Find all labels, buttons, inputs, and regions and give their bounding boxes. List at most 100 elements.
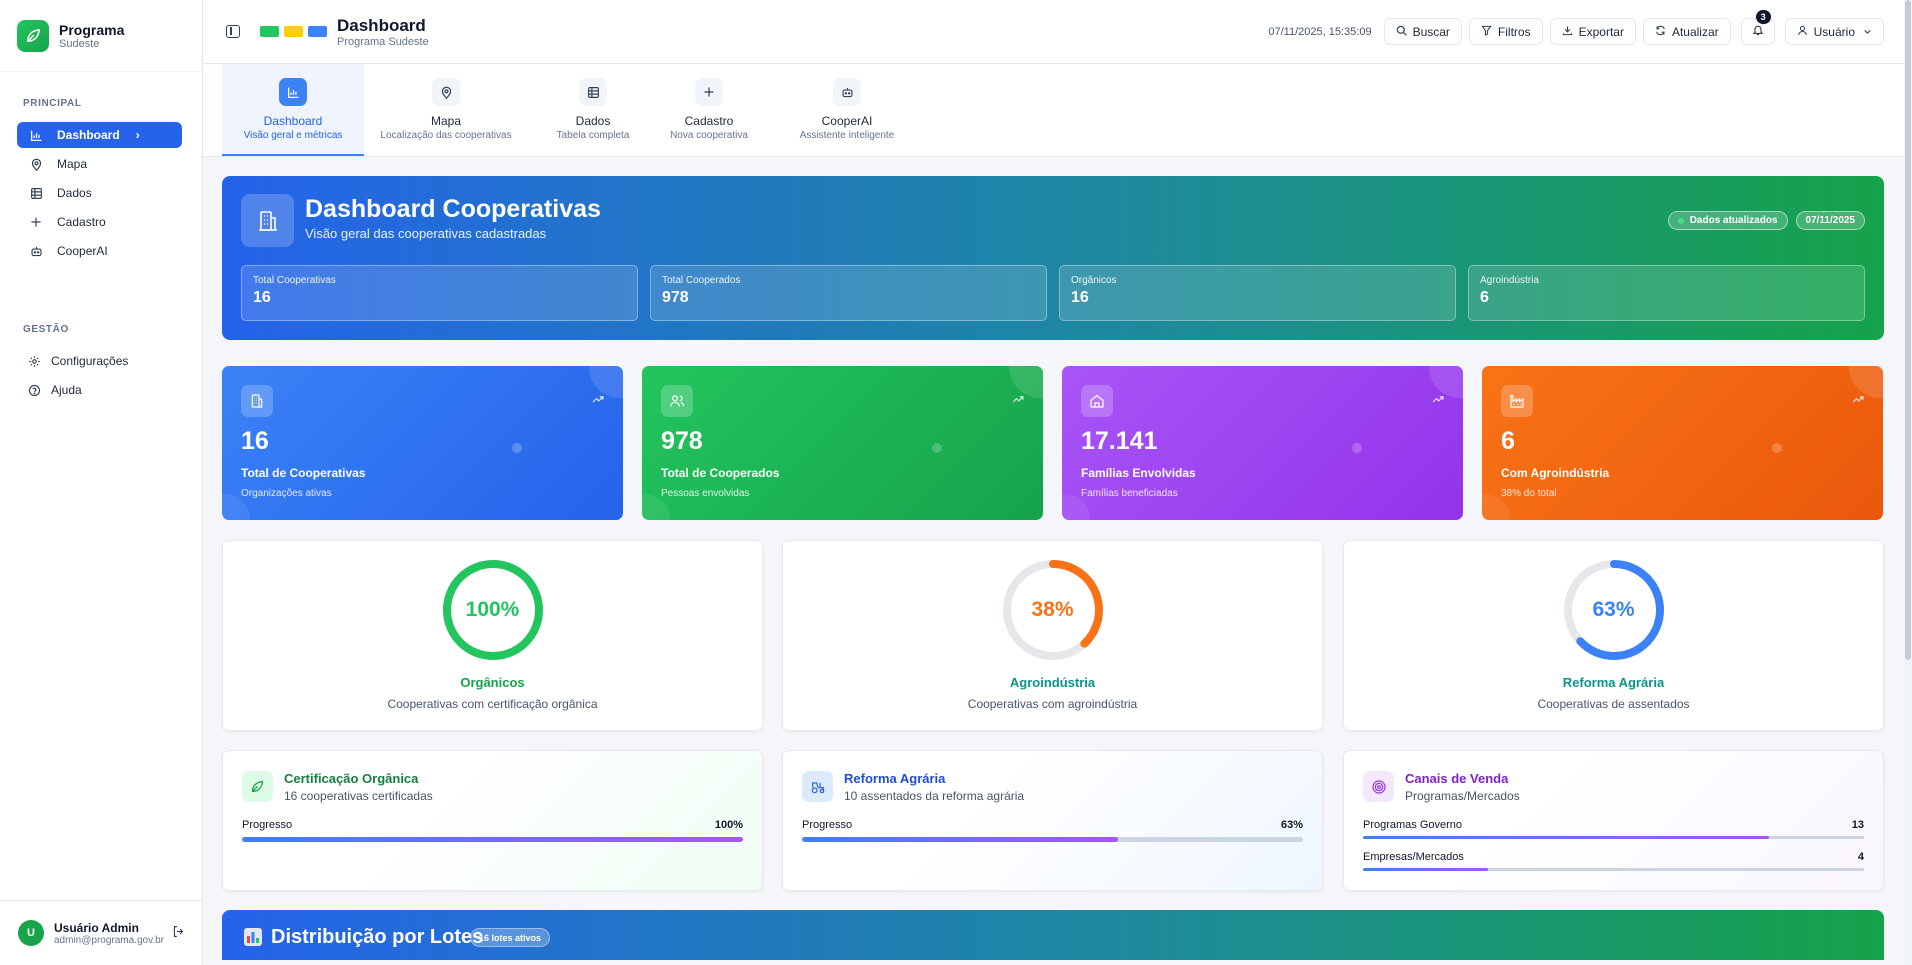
- download-icon: [1562, 25, 1573, 39]
- metric-label: Total de Cooperados: [661, 466, 780, 480]
- hero-stat-cooperados: Total Cooperados 978: [650, 265, 1047, 321]
- sidebar-item-configuracoes[interactable]: Configurações: [17, 348, 182, 374]
- progress-track: [242, 837, 743, 842]
- filters-button[interactable]: Filtros: [1468, 18, 1543, 45]
- sidebar-item-label: Ajuda: [51, 383, 82, 397]
- hero-subtitle: Visão geral das cooperativas cadastradas: [305, 226, 547, 241]
- metric-label: Famílias Envolvidas: [1081, 466, 1196, 480]
- flag-stripes: [260, 26, 327, 37]
- bot-icon: [833, 78, 861, 106]
- progress-track: [1363, 868, 1864, 871]
- filters-button-label: Filtros: [1497, 24, 1531, 39]
- target-icon: [1363, 771, 1394, 802]
- card-subtitle: Programas/Mercados: [1405, 789, 1520, 803]
- ring-percent: 63%: [1592, 598, 1635, 621]
- sidebar-item-dashboard[interactable]: Dashboard ›: [17, 122, 182, 148]
- tab-dados[interactable]: Dados Tabela completa: [543, 64, 643, 156]
- tab-label: Mapa: [430, 114, 462, 128]
- ring-card-agroindustria: 38% Agroindústria Cooperativas com agroi…: [782, 540, 1323, 731]
- metric-sublabel: Organizações ativas: [241, 488, 332, 499]
- metric-value: 978: [661, 427, 703, 455]
- scrollbar-thumb[interactable]: [1905, 0, 1911, 660]
- date-badge: 07/11/2025: [1795, 211, 1865, 230]
- lotes-section-header: Distribuição por Lotes 16 lotes ativos: [222, 910, 1884, 960]
- tab-cooperai[interactable]: CooperAI Assistente inteligente: [779, 64, 915, 156]
- progress-label: Progresso: [242, 819, 293, 831]
- user-icon: [1797, 25, 1808, 39]
- notifications-badge: 3: [1755, 10, 1771, 24]
- metric-sublabel: Pessoas envolvidas: [661, 488, 750, 499]
- sidebar-item-dados[interactable]: Dados: [17, 180, 182, 206]
- hero-title: Dashboard Cooperativas: [305, 195, 601, 223]
- chevron-right-icon: ›: [135, 128, 140, 142]
- leaf-logo-icon: [17, 19, 49, 52]
- progress-label: Progresso: [802, 819, 853, 831]
- hero-stat-agroindustria: Agroindústria 6: [1468, 265, 1865, 321]
- gestao-nav: Configurações Ajuda: [0, 348, 202, 403]
- notifications-button[interactable]: 3: [1740, 10, 1775, 45]
- logout-icon[interactable]: [172, 925, 185, 941]
- ring-subtitle: Cooperativas com certificação orgânica: [387, 697, 598, 711]
- tab-label: Dados: [575, 114, 611, 128]
- sidebar-item-label: Dashboard: [57, 128, 120, 142]
- plus-icon: [695, 78, 723, 106]
- progress-ring: 100%: [441, 558, 545, 662]
- metric-value: 17.141: [1081, 427, 1158, 455]
- tab-mapa[interactable]: Mapa Localização das cooperativas: [375, 64, 517, 156]
- progress-label: Empresas/Mercados: [1363, 851, 1464, 863]
- hero-stat-label: Orgânicos: [1071, 275, 1117, 286]
- map-pin-icon: [29, 157, 43, 171]
- tab-label: Dashboard: [263, 114, 323, 128]
- date-badge-text: 07/11/2025: [1805, 215, 1856, 226]
- user-menu-button[interactable]: Usuário: [1784, 18, 1884, 45]
- map-pin-icon: [432, 78, 460, 106]
- refresh-button-label: Atualizar: [1671, 24, 1719, 39]
- hero-stat-value: 16: [253, 289, 271, 306]
- sidebar-item-label: Cadastro: [57, 215, 106, 229]
- progress-row: Progresso 100%: [242, 819, 743, 842]
- card-title: Canais de Venda: [1405, 771, 1509, 786]
- ring-percent: 100%: [465, 598, 520, 621]
- hero-stat-label: Total Cooperados: [662, 275, 741, 286]
- search-button-label: Buscar: [1412, 24, 1450, 39]
- ring-title: Reforma Agrária: [1562, 675, 1665, 690]
- trending-up-icon: [1432, 393, 1444, 408]
- flag-blue: [308, 26, 327, 37]
- search-button[interactable]: Buscar: [1383, 18, 1462, 45]
- brand: Programa Sudeste: [0, 0, 202, 72]
- sidebar-toggle-icon[interactable]: [226, 25, 240, 38]
- metric-card-cooperados: 978 Total de Cooperados Pessoas envolvid…: [642, 366, 1043, 520]
- plus-icon: [29, 215, 43, 229]
- user-name: Usuário Admin: [54, 920, 139, 935]
- sidebar-item-ajuda[interactable]: Ajuda: [17, 377, 182, 403]
- progress-fill: [1363, 868, 1489, 871]
- tab-sublabel: Nova cooperativa: [670, 130, 748, 141]
- scrollbar[interactable]: [1904, 0, 1912, 965]
- tab-label: Cadastro: [684, 114, 734, 128]
- card-subtitle: 10 assentados da reforma agrária: [844, 789, 1025, 803]
- refresh-button[interactable]: Atualizar: [1642, 18, 1731, 45]
- export-button[interactable]: Exportar: [1549, 18, 1636, 45]
- user-email: admin@programa.gov.br: [54, 934, 165, 946]
- tab-dashboard[interactable]: Dashboard Visão geral e métricas: [222, 64, 364, 156]
- page-title: Dashboard: [337, 15, 426, 35]
- metric-value: 6: [1501, 427, 1515, 455]
- progress-value: 63%: [1280, 819, 1303, 831]
- hero-stat-label: Agroindústria: [1480, 275, 1539, 286]
- sidebar-item-cadastro[interactable]: Cadastro: [17, 209, 182, 235]
- sidebar-item-label: CooperAI: [57, 244, 108, 258]
- progress-row: Programas Governo 13: [1363, 819, 1864, 839]
- ring-subtitle: Cooperativas com agroindústria: [967, 697, 1138, 711]
- metric-card-cooperativas: 16 Total de Cooperativas Organizações at…: [222, 366, 623, 520]
- sidebar-item-cooperai[interactable]: CooperAI: [17, 238, 182, 264]
- tab-cadastro[interactable]: Cadastro Nova cooperativa: [655, 64, 763, 156]
- search-icon: [1396, 25, 1407, 39]
- tab-label: CooperAI: [821, 114, 873, 128]
- card-certificacao-organica: Certificação Orgânica 16 cooperativas ce…: [222, 750, 763, 891]
- hero-stat-value: 16: [1071, 289, 1089, 306]
- sidebar-item-mapa[interactable]: Mapa: [17, 151, 182, 177]
- ring-card-organicos: 100% Orgânicos Cooperativas com certific…: [222, 540, 763, 731]
- section-label-gestao: GESTÃO: [23, 324, 69, 335]
- brand-subtitle: Sudeste: [59, 37, 100, 50]
- hero-banner: Dashboard Cooperativas Visão geral das c…: [222, 176, 1884, 340]
